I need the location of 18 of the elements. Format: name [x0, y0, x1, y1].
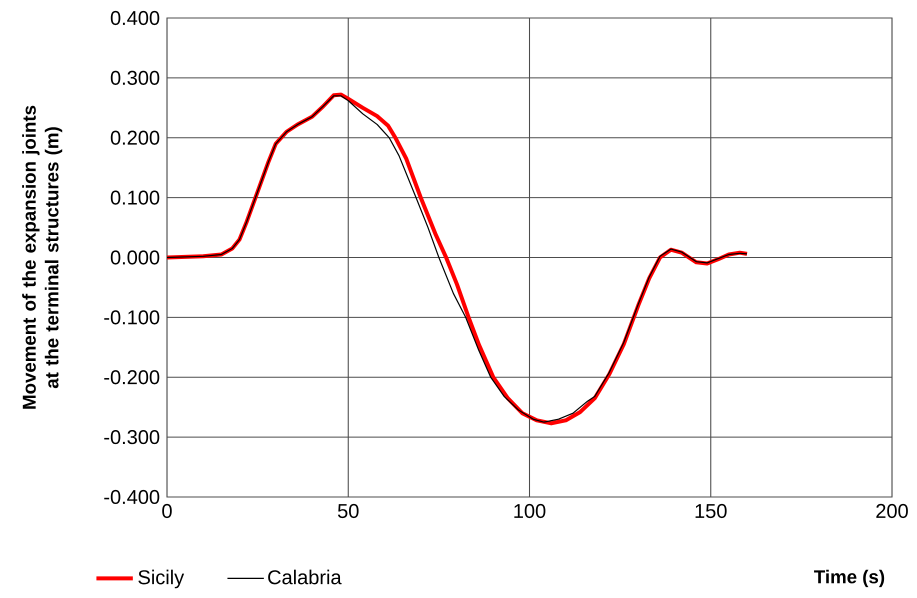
legend-label: Sicily	[138, 570, 184, 588]
x-axis-title: Time (s)	[814, 570, 884, 588]
y-axis-title: Movement of the expansion joints at the terminal structures (m)	[22, 106, 62, 409]
y-tick-label: 0.000	[110, 250, 160, 265]
y-tick-label: 0.400	[110, 10, 160, 26]
legend-label: Calabria	[268, 570, 342, 584]
x-tick-label: 150	[696, 504, 727, 518]
y-tick-label: -0.100	[104, 310, 160, 324]
y-tick-label: -0.300	[104, 430, 160, 444]
x-tick-label: 200	[876, 504, 908, 518]
y-tick-label: 0.200	[110, 130, 160, 145]
y-tick-label: -0.200	[104, 370, 160, 384]
x-tick-label: 50	[338, 504, 359, 518]
y-tick-label: 0.100	[110, 190, 160, 205]
y-tick-label: -0.400	[104, 490, 160, 504]
y-tick-label: 0.300	[110, 70, 160, 85]
x-tick-label: 100	[514, 504, 546, 518]
x-tick-label: 0	[162, 504, 172, 518]
